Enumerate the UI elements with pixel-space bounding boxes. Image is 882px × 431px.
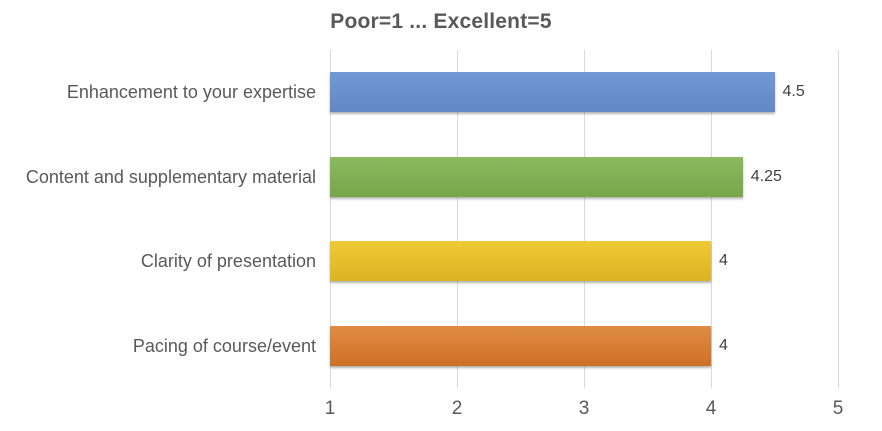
- x-tick-label: 3: [578, 398, 590, 419]
- gridline: [711, 50, 712, 388]
- bar-yellow: [330, 241, 711, 282]
- plot-area: 4.5 4.25 4 4: [330, 50, 839, 388]
- category-label: Clarity of presentation: [140, 251, 316, 272]
- bar-blue: [330, 72, 775, 113]
- bar-row: 4: [330, 325, 838, 366]
- category-label: Enhancement to your expertise: [66, 82, 316, 103]
- x-tick-label: 5: [832, 398, 844, 419]
- bar-row: 4.25: [330, 156, 838, 197]
- bar-value-label: 4.25: [750, 167, 782, 185]
- category-label: Pacing of course/event: [132, 335, 316, 356]
- category-label: Content and supplementary material: [25, 166, 316, 187]
- gridline: [457, 50, 458, 388]
- gridline: [584, 50, 585, 388]
- bar-orange: [330, 325, 711, 366]
- bar-value-label: 4: [719, 336, 728, 354]
- bar-row: 4.5: [330, 72, 838, 113]
- bar-green: [330, 156, 743, 197]
- gridline: [330, 50, 331, 388]
- x-tick-label: 1: [324, 398, 336, 419]
- x-tick-label: 4: [705, 398, 717, 419]
- bar-value-label: 4: [719, 252, 728, 270]
- bar-value-label: 4.5: [782, 83, 805, 101]
- chart-title: Poor=1 ... Excellent=5: [330, 10, 552, 33]
- bar-row: 4: [330, 241, 838, 282]
- gridline: [838, 50, 839, 388]
- x-tick-label: 2: [451, 398, 463, 419]
